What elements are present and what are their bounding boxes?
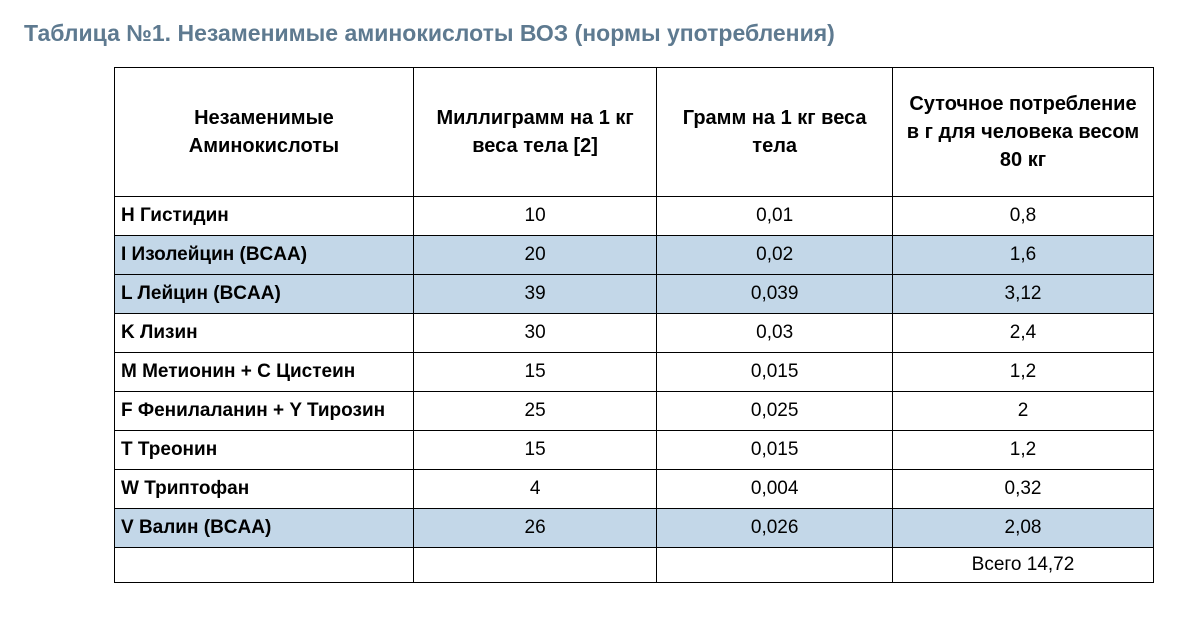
table-row: V Валин (BCAA)260,0262,08 <box>115 509 1154 548</box>
cell-name: V Валин (BCAA) <box>115 509 414 548</box>
cell-name: M Метионин + C Цистеин <box>115 353 414 392</box>
page-title: Таблица №1. Незаменимые аминокислоты ВОЗ… <box>24 20 1176 47</box>
cell-mg: 39 <box>413 275 656 314</box>
cell-g: 0,039 <box>657 275 893 314</box>
cell-g: 0,026 <box>657 509 893 548</box>
footer-empty <box>657 548 893 583</box>
cell-daily: 3,12 <box>892 275 1153 314</box>
footer-empty <box>115 548 414 583</box>
table-row: K Лизин300,032,4 <box>115 314 1154 353</box>
table-footer-row: Всего 14,72 <box>115 548 1154 583</box>
table-container: Незаменимые Аминокислоты Миллиграмм на 1… <box>24 67 1176 583</box>
cell-mg: 15 <box>413 353 656 392</box>
cell-g: 0,025 <box>657 392 893 431</box>
cell-g: 0,01 <box>657 197 893 236</box>
header-cell-mg: Миллиграмм на 1 кг веса тела [2] <box>413 68 656 197</box>
cell-daily: 1,6 <box>892 236 1153 275</box>
cell-g: 0,015 <box>657 353 893 392</box>
cell-name: H Гистидин <box>115 197 414 236</box>
cell-name: K Лизин <box>115 314 414 353</box>
amino-acid-table: Незаменимые Аминокислоты Миллиграмм на 1… <box>114 67 1154 583</box>
cell-g: 0,02 <box>657 236 893 275</box>
cell-mg: 4 <box>413 470 656 509</box>
cell-daily: 1,2 <box>892 431 1153 470</box>
cell-name: L Лейцин (BCAA) <box>115 275 414 314</box>
table-row: F Фенилаланин + Y Тирозин250,0252 <box>115 392 1154 431</box>
cell-daily: 0,32 <box>892 470 1153 509</box>
footer-total: Всего 14,72 <box>892 548 1153 583</box>
table-row: T Треонин150,0151,2 <box>115 431 1154 470</box>
cell-daily: 2 <box>892 392 1153 431</box>
cell-mg: 10 <box>413 197 656 236</box>
table-row: L Лейцин (BCAA)390,0393,12 <box>115 275 1154 314</box>
cell-name: W Триптофан <box>115 470 414 509</box>
table-row: W Триптофан40,0040,32 <box>115 470 1154 509</box>
cell-daily: 1,2 <box>892 353 1153 392</box>
cell-mg: 20 <box>413 236 656 275</box>
cell-g: 0,015 <box>657 431 893 470</box>
cell-g: 0,004 <box>657 470 893 509</box>
table-row: M Метионин + C Цистеин150,0151,2 <box>115 353 1154 392</box>
cell-name: I Изолейцин (BCAA) <box>115 236 414 275</box>
table-header-row: Незаменимые Аминокислоты Миллиграмм на 1… <box>115 68 1154 197</box>
cell-name: F Фенилаланин + Y Тирозин <box>115 392 414 431</box>
footer-empty <box>413 548 656 583</box>
cell-daily: 0,8 <box>892 197 1153 236</box>
cell-mg: 30 <box>413 314 656 353</box>
header-cell-g: Грамм на 1 кг веса тела <box>657 68 893 197</box>
cell-mg: 15 <box>413 431 656 470</box>
cell-mg: 26 <box>413 509 656 548</box>
cell-name: T Треонин <box>115 431 414 470</box>
cell-daily: 2,4 <box>892 314 1153 353</box>
cell-g: 0,03 <box>657 314 893 353</box>
table-row: H Гистидин100,010,8 <box>115 197 1154 236</box>
cell-mg: 25 <box>413 392 656 431</box>
header-cell-name: Незаменимые Аминокислоты <box>115 68 414 197</box>
header-cell-daily: Суточное потребление в г для человека ве… <box>892 68 1153 197</box>
cell-daily: 2,08 <box>892 509 1153 548</box>
table-row: I Изолейцин (BCAA)200,021,6 <box>115 236 1154 275</box>
